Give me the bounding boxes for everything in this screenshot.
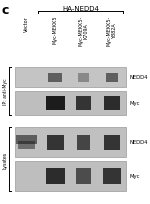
Bar <box>16 135 37 144</box>
Text: NEDD4: NEDD4 <box>129 75 148 80</box>
Bar <box>46 96 64 111</box>
Bar <box>48 73 62 82</box>
Text: HA-NEDD4: HA-NEDD4 <box>62 6 99 12</box>
Bar <box>18 142 35 149</box>
Text: IP: anti-Myc: IP: anti-Myc <box>3 78 8 105</box>
Bar <box>76 96 91 111</box>
Text: Myc: Myc <box>129 101 140 106</box>
Bar <box>46 168 64 184</box>
Text: Myc-MEKK5-
Y882A: Myc-MEKK5- Y882A <box>107 16 117 46</box>
Bar <box>106 73 118 82</box>
Bar <box>104 135 120 150</box>
Text: Vector: Vector <box>24 16 29 32</box>
Bar <box>15 161 126 191</box>
Bar <box>46 135 64 150</box>
Text: Lysates: Lysates <box>3 151 8 168</box>
Bar <box>104 96 120 111</box>
Bar <box>78 73 89 82</box>
Text: Myc: Myc <box>129 174 140 179</box>
Bar <box>103 168 120 184</box>
Text: c: c <box>2 4 9 17</box>
Text: Myc-MEKK5: Myc-MEKK5 <box>52 16 58 44</box>
Text: NEDD4: NEDD4 <box>129 140 148 145</box>
Bar <box>76 168 91 184</box>
Text: Myc-MEKK5-
K709A: Myc-MEKK5- K709A <box>78 16 89 46</box>
Bar <box>77 135 90 150</box>
Bar <box>15 68 126 88</box>
Bar <box>15 127 126 157</box>
Bar <box>15 92 126 115</box>
